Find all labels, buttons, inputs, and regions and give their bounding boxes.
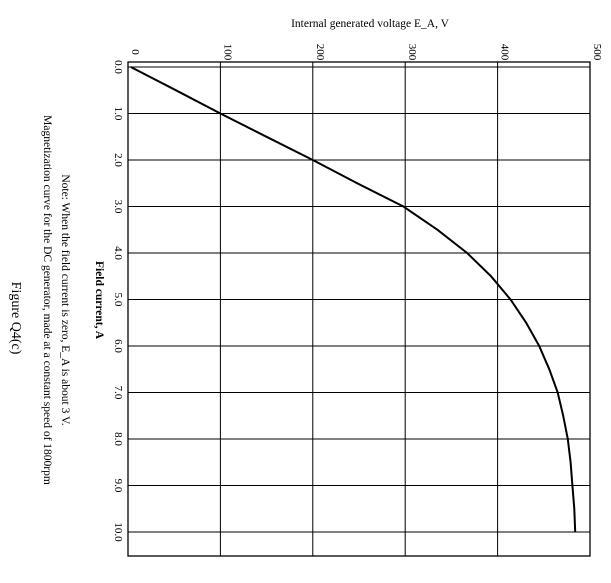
tick-label-current-7: 7.0 (112, 386, 124, 400)
tick-label-current-2: 2.0 (112, 153, 124, 167)
tick-label-voltage-5: 500 (591, 44, 603, 61)
tick-label-voltage-1: 100 (221, 44, 233, 61)
tick-label-current-0: 0.0 (112, 60, 124, 74)
tick-label-current-9: 9.0 (112, 479, 124, 493)
tick-label-voltage-3: 300 (406, 44, 418, 61)
tick-label-current-10: 10.0 (112, 522, 124, 542)
tick-label-current-6: 6.0 (112, 339, 124, 353)
chart-caption: Magnetization curve for the DC generator… (41, 115, 53, 485)
tick-label-current-1: 1.0 (112, 107, 124, 121)
y-axis-label-text: Internal generated voltage E_A, V (291, 18, 450, 30)
tick-labels: 0 100 200 300 400 500 0.0 1.0 2.0 3.0 4.0 5.0 6.0 7.0… (112, 44, 603, 542)
figure-title: Figure Q4(c) (8, 282, 23, 355)
tick-label-current-3: 3.0 (112, 200, 124, 214)
plot-frame (127, 61, 591, 557)
chart-grid (127, 61, 591, 557)
tick-label-voltage-0: 0 (129, 49, 141, 55)
tick-label-current-8: 8.0 (112, 432, 124, 446)
tick-label-current-5: 5.0 (112, 293, 124, 307)
tick-label-voltage-4: 400 (499, 44, 511, 61)
chart-note: Note: When the field current is zero, E_… (59, 174, 71, 425)
x-axis-label: Field current, A (93, 261, 105, 340)
y-axis-label: Internal generated voltage E_A, V (291, 18, 450, 30)
tick-label-current-4: 4.0 (112, 246, 124, 260)
tick-label-voltage-2: 200 (314, 44, 326, 61)
magnetization-curve (130, 66, 577, 533)
